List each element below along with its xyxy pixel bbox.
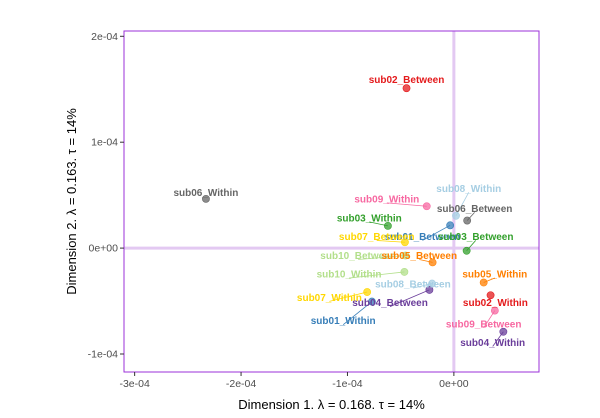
x-tick-label: -2e-04 xyxy=(226,378,257,390)
label-connector xyxy=(342,301,373,325)
label-connector xyxy=(422,224,451,241)
data-point xyxy=(463,216,472,225)
data-point xyxy=(425,286,434,294)
point-label: sub02_Within xyxy=(463,298,528,309)
data-point xyxy=(428,258,437,267)
point-label: sub09_Within xyxy=(354,194,419,205)
point-label: sub03_Between xyxy=(438,232,514,243)
data-point xyxy=(202,194,210,203)
point-label: sub07_Within xyxy=(297,293,362,304)
data-point xyxy=(499,327,508,336)
x-axis: -3e-04 -2e-04 -1e-04 0e+00 xyxy=(119,372,469,390)
point-labels: sub02_Betweensub06_Withinsub09_Withinsub… xyxy=(173,75,527,349)
x-tick-label: 0e+00 xyxy=(439,378,469,390)
point-label: sub08_Between xyxy=(375,280,451,291)
point-label: sub05_Between xyxy=(381,251,457,262)
x-axis-title: Dimension 1. λ = 0.168. τ = 14% xyxy=(238,397,425,412)
plot-frame xyxy=(123,30,540,373)
y-axis-title: Dimension 2. λ = 0.163. τ = 14% xyxy=(64,108,79,295)
label-connector xyxy=(349,271,405,279)
label-connector xyxy=(329,291,368,302)
point-label: sub01_Between xyxy=(385,232,461,243)
data-point xyxy=(422,202,431,211)
label-connector xyxy=(455,192,470,216)
point-label: sub10_Within xyxy=(317,270,382,281)
point-label: sub08_Within xyxy=(436,184,501,195)
label-connector xyxy=(386,202,427,207)
y-axis: 2e-04 1e-04 0e+00 -1e-04 xyxy=(88,31,124,360)
data-point xyxy=(490,306,499,315)
data-point xyxy=(383,221,392,230)
label-connector xyxy=(389,289,430,308)
data-point xyxy=(446,221,455,230)
data-point xyxy=(462,246,471,255)
data-point xyxy=(401,238,409,247)
point-label: sub10_Between xyxy=(320,251,396,262)
point-label: sub06_Within xyxy=(173,188,238,199)
point-label: sub04_Between xyxy=(352,298,428,309)
point-label: sub04_Within xyxy=(460,338,525,349)
label-connector xyxy=(358,255,406,260)
data-point xyxy=(402,84,411,93)
y-tick-label: 1e-04 xyxy=(91,137,118,149)
point-label: sub06_Between xyxy=(437,204,513,215)
data-point xyxy=(363,288,372,296)
point-label: sub09_Between xyxy=(446,319,522,330)
x-tick-label: -1e-04 xyxy=(332,378,363,390)
y-tick-label: 2e-04 xyxy=(91,31,118,43)
data-point xyxy=(401,251,410,260)
data-point xyxy=(486,291,495,300)
zero-lines xyxy=(124,31,539,372)
data-points xyxy=(202,84,508,336)
label-connector xyxy=(376,240,405,243)
data-point xyxy=(452,211,460,220)
data-point xyxy=(400,268,409,276)
data-point xyxy=(368,297,376,306)
point-label: sub02_Between xyxy=(369,75,445,86)
data-point xyxy=(479,278,488,287)
plot-background xyxy=(124,31,539,372)
point-label: sub03_Within xyxy=(337,213,402,224)
point-label: sub07_Between xyxy=(339,232,415,243)
y-tick-label: 0e+00 xyxy=(89,243,119,255)
x-tick-label: -3e-04 xyxy=(119,378,150,390)
point-label: sub05_Within xyxy=(462,270,527,281)
y-tick-label: -1e-04 xyxy=(88,348,119,360)
point-label: sub01_Within xyxy=(311,316,376,327)
